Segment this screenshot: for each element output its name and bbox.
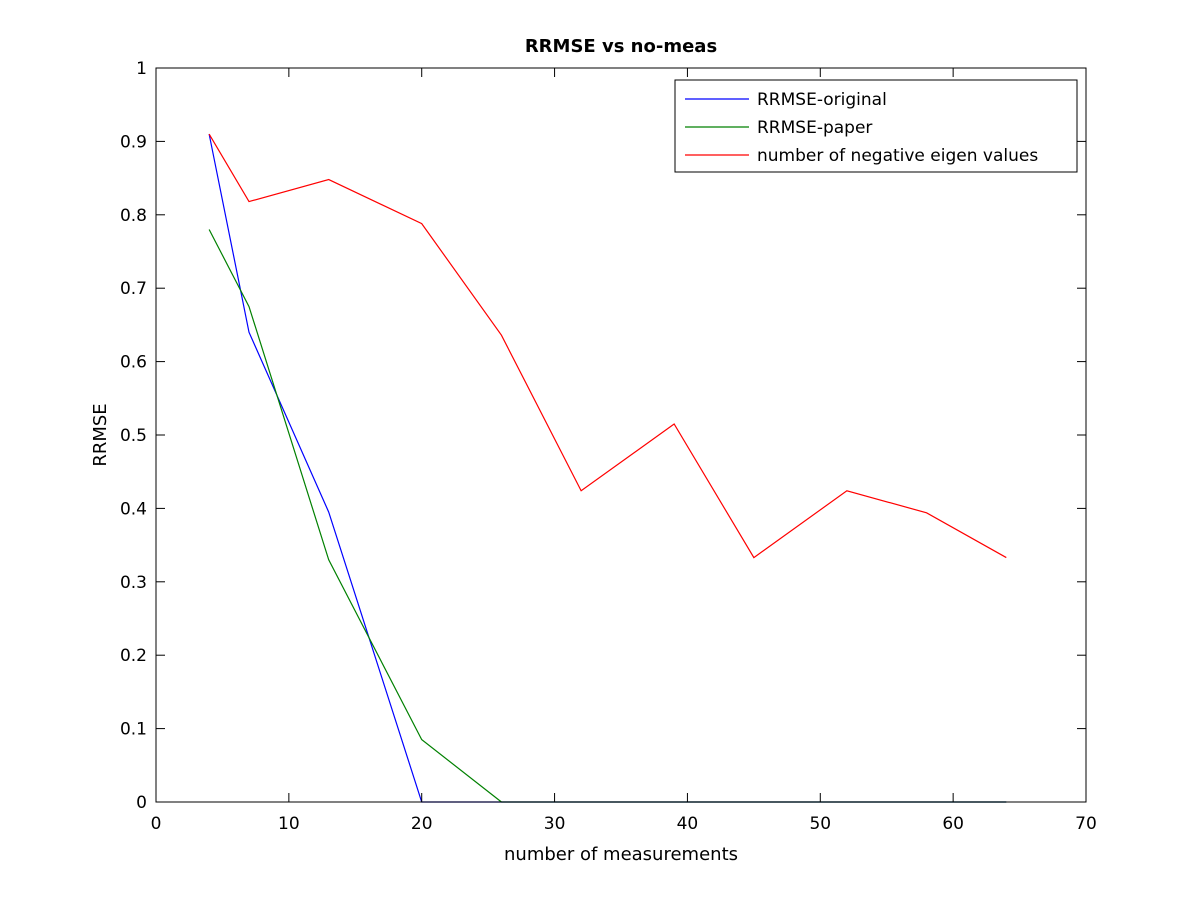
y-tick-label: 0 bbox=[136, 793, 147, 813]
y-tick-label: 0.9 bbox=[120, 132, 147, 152]
x-tick-label: 0 bbox=[151, 814, 162, 834]
y-axis-label: RRMSE bbox=[90, 403, 111, 466]
legend-label-3: number of negative eigen values bbox=[757, 146, 1038, 166]
y-tick-label: 0.7 bbox=[120, 279, 147, 299]
x-tick-label: 10 bbox=[278, 814, 300, 834]
x-axis-label: number of measurements bbox=[504, 844, 738, 865]
x-tick-label: 70 bbox=[1075, 814, 1097, 834]
y-tick-label: 0.6 bbox=[120, 353, 147, 373]
y-tick-label: 1 bbox=[136, 59, 147, 79]
x-axis: 0 10 20 30 40 50 60 70 bbox=[151, 68, 1097, 834]
legend-label-1: RRMSE-original bbox=[757, 90, 887, 110]
x-tick-label: 40 bbox=[677, 814, 699, 834]
y-tick-label: 0.1 bbox=[120, 720, 147, 740]
y-tick-label: 0.4 bbox=[120, 499, 147, 519]
y-tick-label: 0.5 bbox=[120, 426, 147, 446]
x-tick-label: 20 bbox=[411, 814, 433, 834]
legend-label-2: RRMSE-paper bbox=[757, 118, 872, 138]
legend-box bbox=[674, 79, 1078, 173]
y-axis: 0 0.1 0.2 0.3 0.4 0.5 0.6 0.7 0.8 0.9 1 bbox=[120, 59, 1086, 813]
chart-title: RRMSE vs no-meas bbox=[525, 36, 717, 57]
x-tick-label: 30 bbox=[544, 814, 566, 834]
x-tick-label: 60 bbox=[942, 814, 964, 834]
plot-area bbox=[156, 68, 1086, 802]
legend: RRMSE-original RRMSE-paper number of negat… bbox=[674, 79, 1078, 173]
y-tick-label: 0.3 bbox=[120, 573, 147, 593]
x-tick-label: 50 bbox=[809, 814, 831, 834]
y-tick-label: 0.2 bbox=[120, 646, 147, 666]
series-line-3 bbox=[208, 133, 1007, 559]
y-tick-label: 0.8 bbox=[120, 206, 147, 226]
